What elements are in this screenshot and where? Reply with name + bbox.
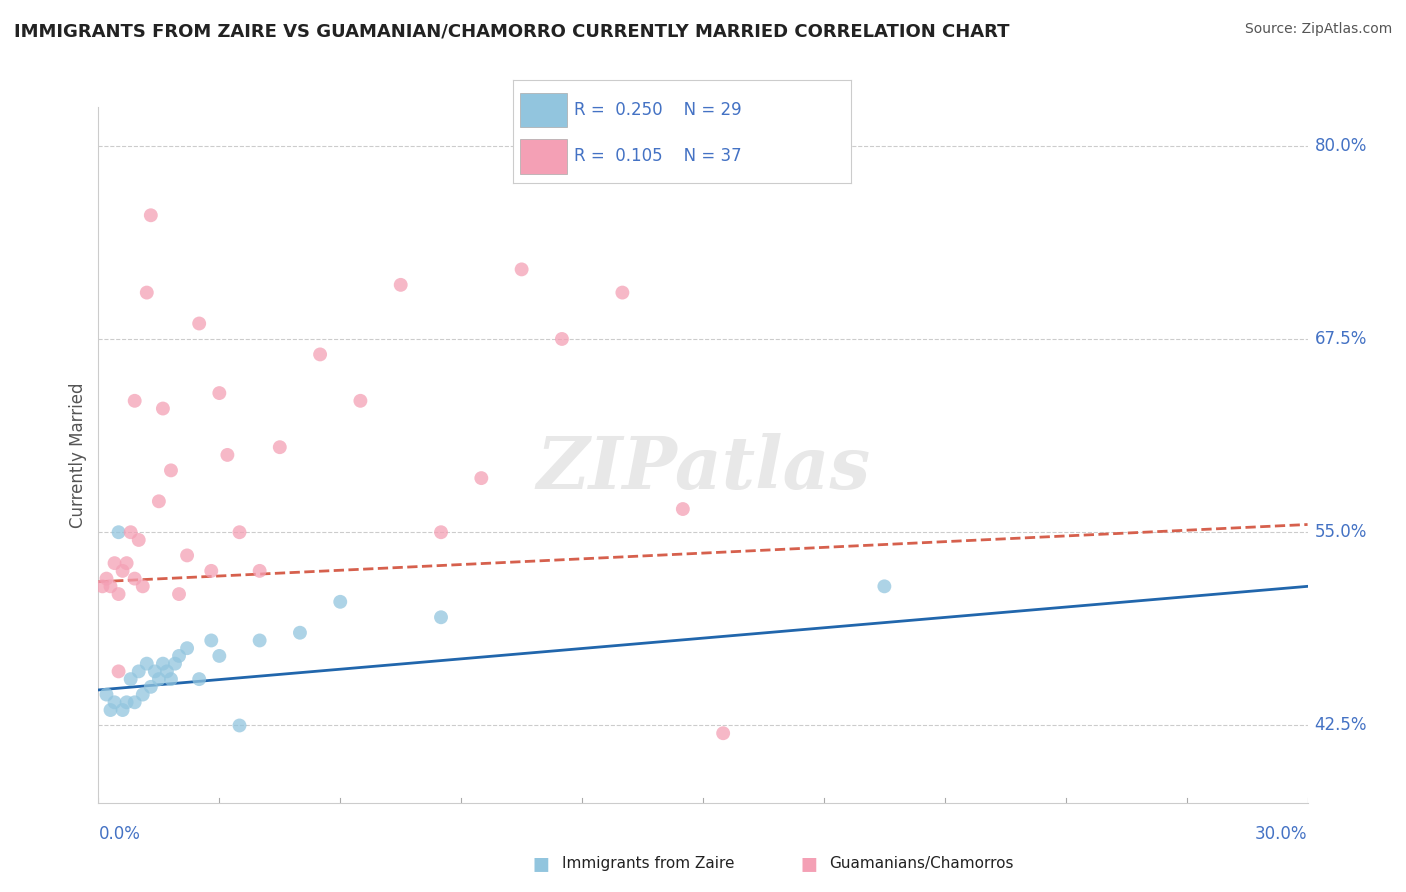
Point [167,587,190,601]
Y-axis label: Currently Married: Currently Married [69,382,87,528]
Point [249,564,271,578]
Point [148,672,170,686]
Point [711,726,734,740]
Point [132,688,155,702]
Point [111,703,134,717]
Point [309,347,332,361]
Point [100,579,122,593]
Point [163,657,186,671]
Point [176,549,198,563]
Point [249,633,271,648]
Point [132,579,155,593]
Point [124,393,146,408]
Text: ZIPatlas: ZIPatlas [536,434,870,504]
Point [96,572,118,586]
Text: 30.0%: 30.0% [1256,825,1308,843]
Point [167,648,190,663]
Point [128,665,150,679]
Text: 67.5%: 67.5% [1315,330,1367,348]
Text: 0.0%: 0.0% [98,825,141,843]
Text: Guamanians/Chamorros: Guamanians/Chamorros [830,856,1014,871]
Point [188,672,211,686]
Point [612,285,634,300]
Text: ▪: ▪ [799,849,818,878]
Point [124,572,146,586]
Point [200,633,222,648]
Point [120,525,142,540]
Point [139,208,162,222]
Point [152,657,174,671]
FancyBboxPatch shape [520,93,567,128]
Text: Immigrants from Zaire: Immigrants from Zaire [562,856,735,871]
Point [269,440,291,454]
Point [107,665,129,679]
Point [115,556,138,570]
Point [107,525,129,540]
Point [152,401,174,416]
Point [389,277,412,292]
Point [349,393,371,408]
Point [128,533,150,547]
Point [148,494,170,508]
Point [111,564,134,578]
Text: ▪: ▪ [531,849,551,878]
Text: 42.5%: 42.5% [1315,716,1367,734]
Point [143,665,166,679]
Point [228,525,250,540]
Point [115,695,138,709]
Point [103,695,125,709]
Text: 55.0%: 55.0% [1315,524,1367,541]
Point [176,641,198,656]
Point [160,672,183,686]
Point [91,579,114,593]
Point [873,579,896,593]
Point [208,648,231,663]
Point [208,386,231,401]
Point [124,695,146,709]
Text: IMMIGRANTS FROM ZAIRE VS GUAMANIAN/CHAMORRO CURRENTLY MARRIED CORRELATION CHART: IMMIGRANTS FROM ZAIRE VS GUAMANIAN/CHAMO… [14,22,1010,40]
Text: R =  0.250    N = 29: R = 0.250 N = 29 [574,101,741,119]
Point [107,587,129,601]
Point [430,610,453,624]
Point [120,672,142,686]
Point [103,556,125,570]
Point [329,595,352,609]
Point [160,463,183,477]
Point [510,262,533,277]
Point [139,680,162,694]
Point [135,285,157,300]
Point [228,718,250,732]
Point [470,471,492,485]
Text: R =  0.105    N = 37: R = 0.105 N = 37 [574,147,741,165]
Point [135,657,157,671]
Point [288,625,311,640]
Point [551,332,574,346]
Point [217,448,239,462]
Text: Source: ZipAtlas.com: Source: ZipAtlas.com [1244,22,1392,37]
Point [200,564,222,578]
Point [96,688,118,702]
Point [430,525,453,540]
FancyBboxPatch shape [520,139,567,174]
Point [100,703,122,717]
Point [672,502,695,516]
Point [156,665,179,679]
Point [188,317,211,331]
Text: 80.0%: 80.0% [1315,136,1367,154]
